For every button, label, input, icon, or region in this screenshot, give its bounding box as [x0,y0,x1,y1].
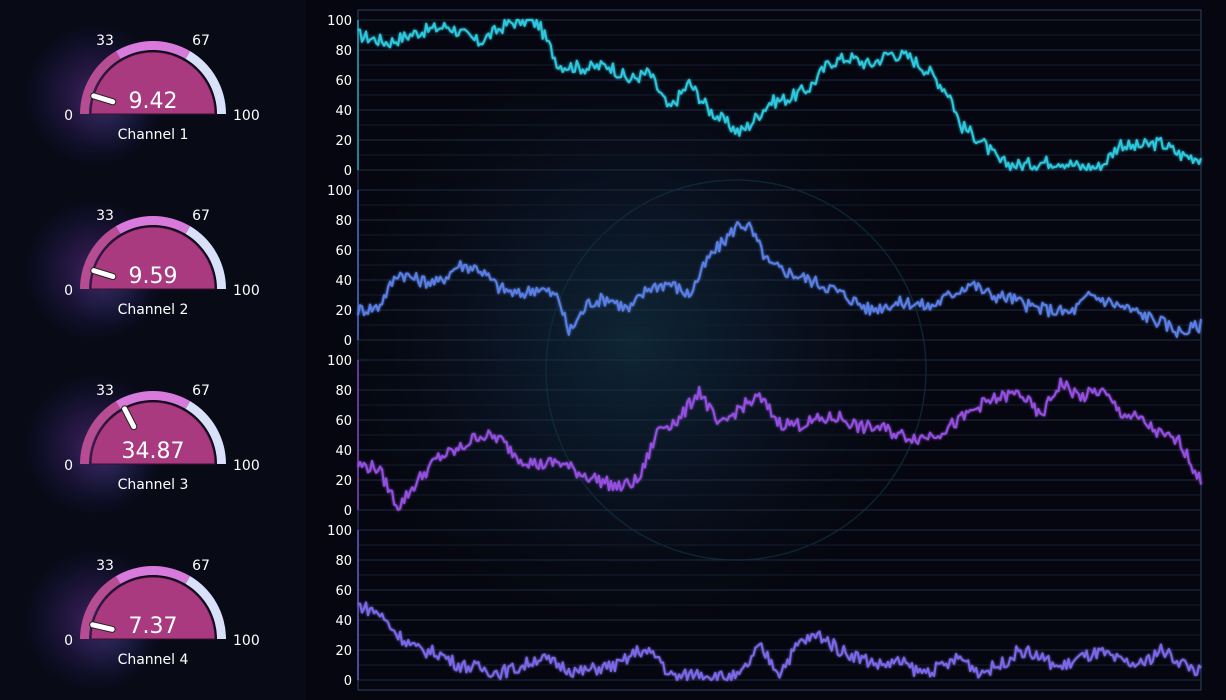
y-tick-label: 0 [344,504,352,519]
gauge-label: Channel 2 [118,302,189,318]
series-line-2 [357,221,1202,338]
gauge-inner-dial [90,226,216,290]
gauge-label: Channel 1 [118,127,189,143]
gauge-value: 7.37 [129,614,178,639]
y-tick-label: 40 [335,444,352,459]
gauge-band-mid [115,41,191,59]
y-tick-label: 40 [335,274,352,289]
gauge-inner-dial [90,401,216,465]
y-tick-label: 100 [327,354,352,369]
gauge-needle [91,268,116,280]
gauge-band-high [185,226,226,289]
gauge-tick-label: 33 [96,208,114,224]
y-tick-label: 100 [327,524,352,539]
y-tick-label: 20 [335,134,352,149]
chart-panel-2: 0 20 40 60 80 100 [327,184,1202,349]
y-tick-label: 20 [335,304,352,319]
y-tick-label: 100 [327,14,352,29]
gauge-dial-1: 0 33 67 100 9.42 Channel 1 [64,33,260,143]
y-tick-label: 60 [335,74,352,89]
gauge-tick-label: 0 [64,108,73,124]
gauge-value: 9.59 [129,264,178,289]
gauge-value: 34.87 [122,439,185,464]
gauge-needle [122,406,137,430]
y-tick-label: 80 [335,44,352,59]
gauge-channel-4: 0 33 67 100 7.37 Channel 4 [0,525,306,700]
series-line-3 [357,377,1202,511]
gauge-dial-4: 0 33 67 100 7.37 Channel 4 [64,558,260,668]
y-tick-label: 80 [335,554,352,569]
gauge-band-high [185,401,226,464]
gauge-inner-dial [90,576,216,640]
gauge-channel-1: 0 33 67 100 9.42 Channel 1 [0,0,306,175]
y-tick-label: 20 [335,474,352,489]
y-tick-label: 20 [335,644,352,659]
gauge-tick-label: 33 [96,33,114,49]
gauge-channel-2: 0 33 67 100 9.59 Channel 2 [0,175,306,350]
y-tick-label: 0 [344,674,352,689]
gauge-band-mid [115,391,191,409]
gauge-label: Channel 3 [118,477,189,493]
gauge-value: 9.42 [129,89,178,114]
gauge-tick-label: 0 [64,458,73,474]
gauge-tick-label: 67 [192,208,210,224]
gauge-column: 0 33 67 100 9.42 Channel 1 0 33 67 100 9… [0,0,306,700]
y-tick-label: 60 [335,414,352,429]
gauge-tick-label: 67 [192,383,210,399]
series-line-1 [357,19,1202,171]
gauge-band-high [185,576,226,639]
gauge-tick-label: 33 [96,383,114,399]
stacked-line-charts: 0 20 40 60 80 100 0 20 40 60 80 100 0 20 40 60 80 100 0 20 4… [306,0,1226,700]
gauge-needle [91,93,116,105]
gauge-channel-3: 0 33 67 100 34.87 Channel 3 [0,350,306,525]
gauge-dial-2: 0 33 67 100 9.59 Channel 2 [64,208,260,318]
gauge-band-low [80,51,121,114]
y-tick-label: 100 [327,184,352,199]
gauge-band-low [80,226,121,289]
y-tick-label: 0 [344,164,352,179]
chart-canvas: 0 20 40 60 80 100 0 20 40 60 80 100 0 20 40 60 80 100 0 20 4… [306,0,1226,700]
y-tick-label: 80 [335,214,352,229]
y-tick-label: 60 [335,244,352,259]
gauge-band-low [80,401,121,464]
chart-panel-1: 0 20 40 60 80 100 [327,14,1202,179]
gauge-tick-label: 100 [233,108,260,124]
y-tick-label: 80 [335,384,352,399]
gauge-tick-label: 0 [64,283,73,299]
chart-panel-4: 0 20 40 60 80 100 [327,524,1202,689]
gauge-dial-3: 0 33 67 100 34.87 Channel 3 [64,383,260,493]
gauge-tick-label: 67 [192,33,210,49]
gauge-needle [90,622,115,632]
gauge-band-mid [115,566,191,584]
y-tick-label: 0 [344,334,352,349]
y-tick-label: 40 [335,104,352,119]
gauge-band-high [185,51,226,114]
chart-panel-3: 0 20 40 60 80 100 [327,354,1202,519]
gauge-tick-label: 0 [64,633,73,649]
gauge-tick-label: 100 [233,458,260,474]
gauge-tick-label: 100 [233,283,260,299]
chart-frame [357,9,1202,691]
series-line-4 [357,601,1202,681]
gauge-tick-label: 67 [192,558,210,574]
y-tick-label: 40 [335,614,352,629]
gauge-band-mid [115,216,191,234]
gauge-inner-dial [90,51,216,115]
gauge-tick-label: 33 [96,558,114,574]
y-tick-label: 60 [335,584,352,599]
gauge-label: Channel 4 [118,652,189,668]
gauge-tick-label: 100 [233,633,260,649]
